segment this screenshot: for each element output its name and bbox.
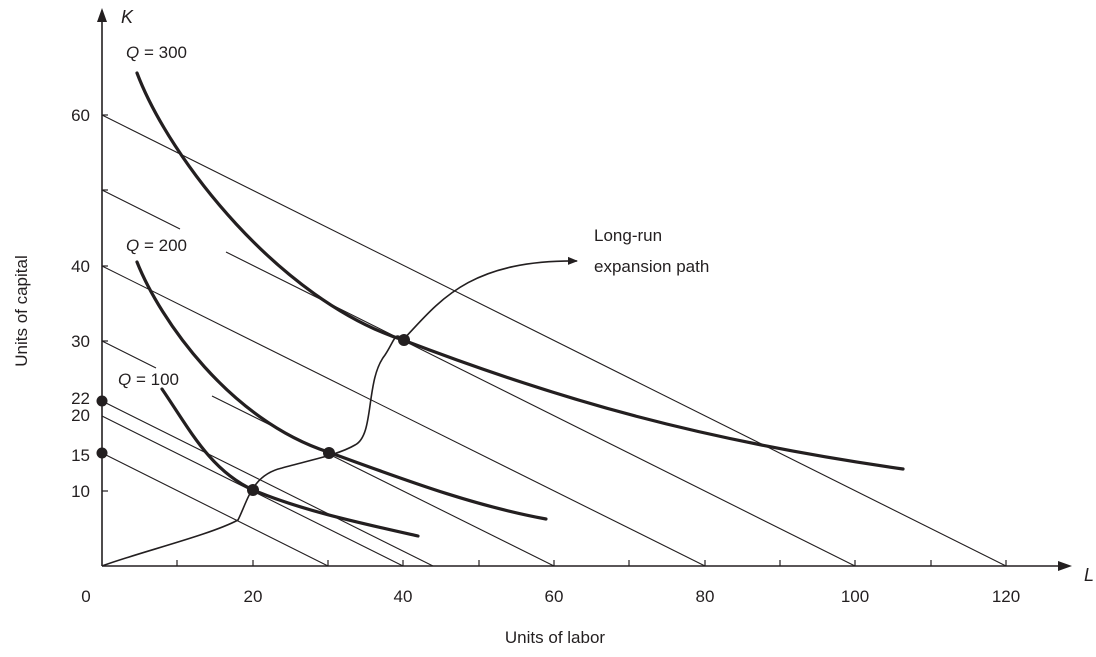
expansion-path-label-line1: Long-run [594, 226, 662, 245]
x-tick-label: 60 [545, 587, 564, 606]
tangency-point [398, 334, 410, 346]
x-tick-label: 100 [841, 587, 869, 606]
x-tick-label: 80 [696, 587, 715, 606]
tangency-point [247, 484, 259, 496]
x-axis-variable: L [1084, 565, 1094, 585]
isoquant-q100 [160, 387, 420, 538]
y-tick-labels: 10 15 20 22 30 40 60 [71, 106, 90, 501]
isocost-line [101, 189, 181, 230]
isoquant-label-q200: Q = 200 [126, 236, 187, 255]
isocost-line [101, 400, 434, 567]
isocost-line [101, 265, 706, 567]
expansion-path-curve [101, 256, 578, 567]
y-tick-label: 15 [71, 446, 90, 465]
y-tick-label: 40 [71, 257, 90, 276]
tangency-point [323, 447, 335, 459]
x-tick-labels: 0 20 40 60 80 100 120 [81, 587, 1020, 606]
y-tick-marks [102, 114, 108, 492]
y-tick-label: 60 [71, 106, 90, 125]
x-tick-label: 40 [394, 587, 413, 606]
highlight-points [96, 334, 410, 496]
isoquant-label-q100: Q = 100 [118, 370, 179, 389]
y-tick-label: 30 [71, 332, 90, 351]
isocost-line [101, 114, 1007, 567]
y-tick-label: 22 [71, 389, 90, 408]
axes [97, 8, 1072, 571]
isocost-line [101, 452, 329, 567]
x-tick-marks [176, 560, 1007, 566]
y-axis-title: Units of capital [12, 255, 31, 367]
y-tick-label: 20 [71, 406, 90, 425]
x-tick-label: 0 [81, 587, 90, 606]
intercept-point [96, 447, 108, 459]
x-tick-label: 120 [992, 587, 1020, 606]
x-tick-label: 20 [244, 587, 263, 606]
isocost-lines [101, 114, 1007, 567]
y-axis-arrow-icon [97, 8, 107, 22]
x-axis-arrow-icon [1058, 561, 1072, 571]
x-axis-title: Units of labor [505, 628, 605, 647]
y-axis-variable: K [121, 7, 134, 27]
isoquant-label-q300: Q = 300 [126, 43, 187, 62]
intercept-point [96, 395, 108, 407]
isoquant-q200 [135, 260, 548, 521]
isocost-line [101, 340, 157, 369]
expansion-path-label-line2: expansion path [594, 257, 709, 276]
y-tick-label: 10 [71, 482, 90, 501]
isoquant-curves [135, 71, 905, 538]
